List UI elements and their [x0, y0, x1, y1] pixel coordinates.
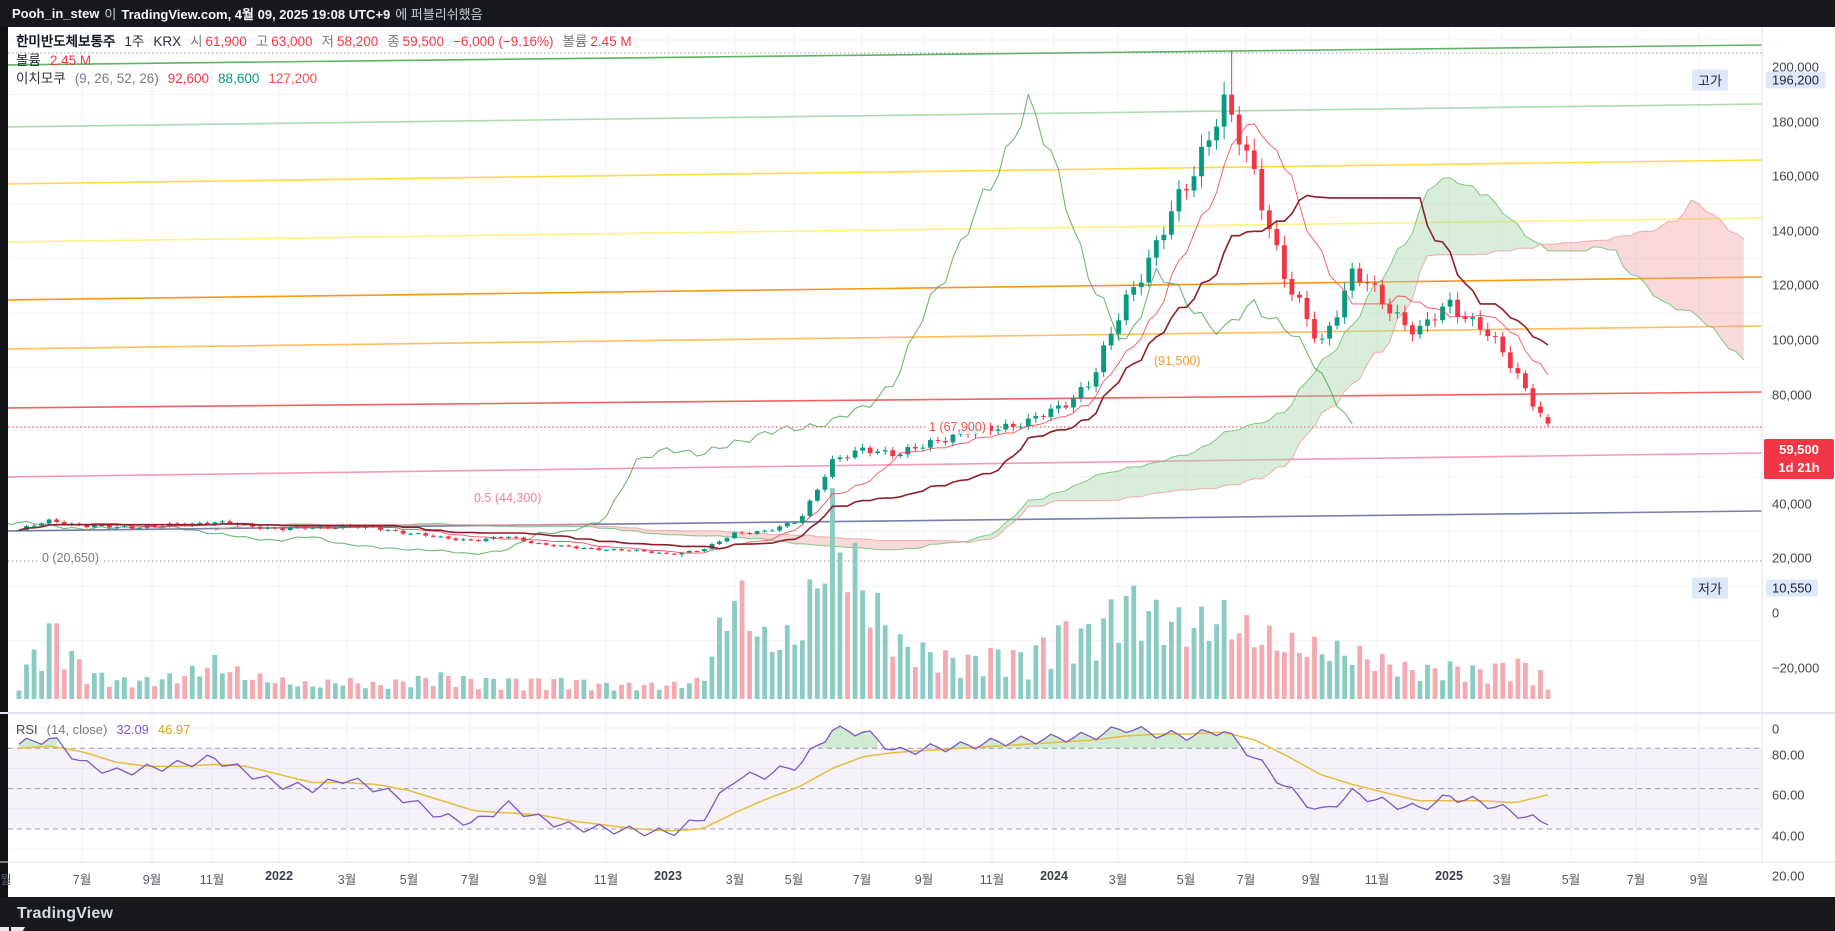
high-price-tag: 고가 — [1692, 69, 1728, 91]
time-axis-tick: 7월 — [852, 873, 872, 887]
low-price-badge: 10,550 — [1766, 579, 1818, 597]
price-axis-tick: 120,000 — [1772, 277, 1819, 293]
rsi-title: RSI — [16, 722, 38, 737]
time-axis-tick: 9월 — [1301, 873, 1321, 887]
publish-particle: 이 — [104, 7, 117, 22]
publish-bar: Pooh_in_stew 이 TradingView.com, 4월 09, 2… — [0, 0, 1835, 27]
time-axis-tick: 11월 — [199, 873, 225, 887]
fib-level-label: 0 (20,650) — [38, 550, 103, 565]
time-axis-tick: 월 — [0, 873, 12, 887]
time-axis-tick: 5월 — [784, 873, 804, 887]
time-axis-tick: 7월 — [72, 873, 92, 887]
exchange-label: KRX — [153, 34, 182, 49]
open-prefix: 시 — [190, 34, 203, 49]
rsi-params: (14, close) — [46, 722, 108, 737]
time-axis-tick: 5월 — [399, 873, 419, 887]
volume-zero-tick: 0 — [1772, 721, 1780, 737]
price-axis-tick: 20,000 — [1772, 550, 1812, 566]
time-axis-tick: 7월 — [1236, 873, 1256, 887]
last-price-badge: 59,500 1d 21h — [1764, 439, 1834, 479]
time-axis-tick: 5월 — [1176, 873, 1196, 887]
publish-source-link[interactable]: TradingView.com, 4월 09, 2025 19:08 UTC+9 — [121, 7, 391, 22]
volume-value: 2.45 M — [590, 34, 632, 49]
time-axis-tick: 9월 — [528, 873, 548, 887]
time-axis-tick: 2022 — [265, 869, 293, 883]
rsi-legend[interactable]: RSI (14, close) 32.09 46.97 — [16, 722, 190, 737]
time-axis-tick: 7월 — [1626, 873, 1646, 887]
symbol-name: 한미반도체보통주 — [16, 34, 116, 49]
time-axis-tick: 9월 — [142, 873, 162, 887]
high-prefix: 고 — [255, 34, 269, 49]
volume-indicator-row[interactable]: 볼륨 2.45 M — [16, 52, 632, 71]
close-value: 59,500 — [402, 34, 444, 49]
rsi-axis-tick: 80.00 — [1772, 747, 1805, 763]
time-axis-tick: 7월 — [460, 873, 480, 887]
ichimoku-value-3: 127,200 — [268, 71, 318, 86]
price-axis-tick: 200,000 — [1772, 59, 1819, 75]
volume-indicator-value: 2.45 M — [49, 52, 92, 68]
time-axis-tick: 5월 — [1561, 873, 1581, 887]
price-axis-tick: 0 — [1772, 605, 1780, 621]
time-axis-tick: 11월 — [593, 873, 619, 887]
price-axis-tick: 180,000 — [1772, 114, 1819, 130]
volume-prefix: 볼륨 — [562, 34, 588, 49]
ichimoku-params: (9, 26, 52, 26) — [74, 71, 159, 86]
time-axis-tick: 2024 — [1040, 869, 1068, 883]
high-value: 63,000 — [271, 34, 313, 49]
left-edge-strip — [0, 27, 8, 897]
low-price-tag: 저가 — [1692, 577, 1728, 599]
time-axis-tick: 11월 — [1364, 873, 1390, 887]
rsi-axis-tick: 40.00 — [1772, 828, 1805, 844]
chart-legend: 한미반도체보통주 1주 KRX 시 61,900 고 63,000 저 58,200 … — [16, 33, 632, 89]
time-axis-tick: 2025 — [1435, 869, 1463, 883]
low-prefix: 저 — [321, 34, 334, 49]
rsi-ma-value: 46.97 — [157, 722, 191, 737]
tradingview-wordmark[interactable]: TradingView — [17, 905, 114, 922]
time-axis-tick: 9월 — [914, 873, 934, 887]
price-axis-tick: 140,000 — [1772, 223, 1819, 239]
ichimoku-value-1: 92,600 — [167, 71, 210, 86]
close-prefix: 종 — [387, 34, 400, 49]
high-price-badge: 196,200 — [1766, 71, 1825, 89]
price-axis-tick: 100,000 — [1772, 332, 1819, 348]
price-axis-tick: −20,000 — [1772, 660, 1820, 676]
fib-level-label: 0.5 (44,300) — [470, 490, 546, 505]
price-axis-tick: 160,000 — [1772, 168, 1819, 184]
footer-bar: TradingView — [0, 897, 1835, 931]
ichimoku-value-2: 88,600 — [218, 71, 260, 86]
price-axis-tick: 40,000 — [1772, 496, 1812, 512]
time-axis-tick: 3월 — [1492, 873, 1512, 887]
ichimoku-row[interactable]: 이치모쿠 (9, 26, 52, 26) 92,600 88,600 127,2… — [16, 70, 632, 89]
last-price-countdown: 1d 21h — [1778, 460, 1820, 475]
ichimoku-label: 이치모쿠 — [16, 71, 66, 86]
time-axis-tick: 9월 — [1689, 873, 1709, 887]
interval-label: 1주 — [124, 34, 145, 49]
rsi-value: 32.09 — [116, 722, 149, 737]
open-value: 61,900 — [205, 34, 247, 49]
rsi-axis-tick: 60.00 — [1772, 787, 1805, 803]
time-axis-tick: 2023 — [654, 869, 682, 883]
change-value: −6,000 (−9.16%) — [452, 34, 554, 49]
time-axis-tick: 3월 — [1108, 873, 1128, 887]
volume-indicator-label: 볼륨 — [16, 52, 41, 68]
time-axis-tick: 3월 — [725, 873, 745, 887]
time-axis-tick: 11월 — [979, 873, 1005, 887]
chart-canvas[interactable] — [0, 27, 1835, 897]
price-axis-tick: 80,000 — [1772, 387, 1812, 403]
fib-level-label: 1 (67,900) — [925, 419, 990, 434]
last-price-value: 59,500 — [1779, 442, 1819, 457]
rsi-axis-tick: 20.00 — [1772, 868, 1805, 884]
publisher-username[interactable]: Pooh_in_stew — [12, 6, 100, 21]
symbol-row[interactable]: 한미반도체보통주 1주 KRX 시 61,900 고 63,000 저 58,200 … — [16, 33, 632, 52]
low-value: 58,200 — [336, 34, 379, 49]
publish-suffix: 에 퍼블리쉬했음 — [395, 7, 483, 22]
time-axis-tick: 3월 — [337, 873, 357, 887]
fib-level-label: (91,500) — [1150, 353, 1205, 368]
